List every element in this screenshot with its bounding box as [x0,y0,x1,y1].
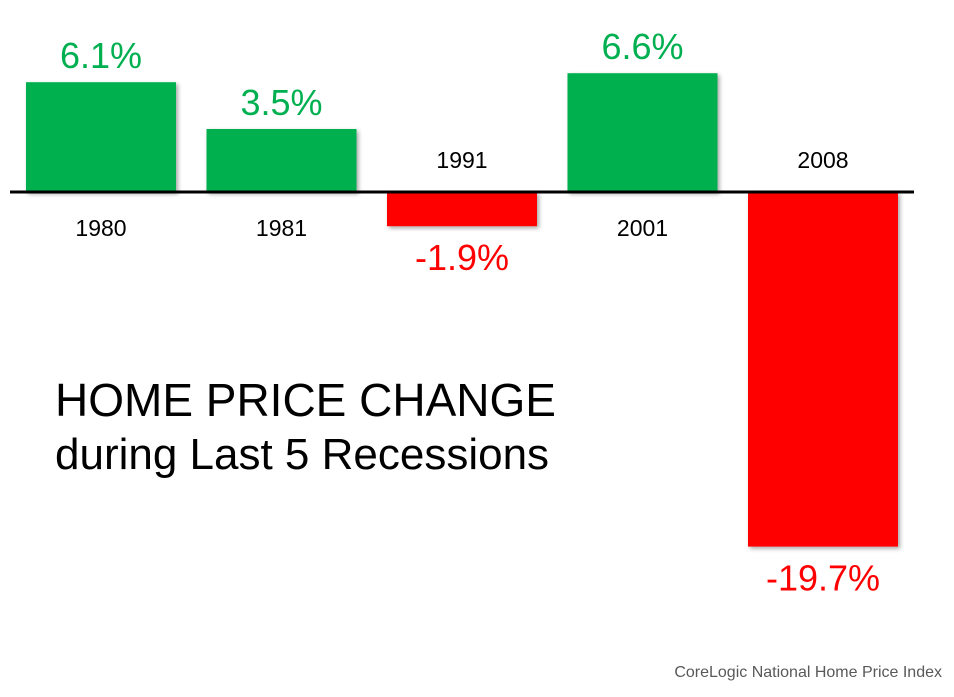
category-label-1980: 1980 [75,215,126,241]
chart-title: HOME PRICE CHANGE during Last 5 Recessio… [55,372,556,482]
source-note: CoreLogic National Home Price Index [674,664,942,681]
bar-1980 [26,82,176,192]
bar-1981 [206,129,357,192]
bar-2001 [567,73,718,192]
category-label-1991: 1991 [436,147,487,173]
value-label-1991: -1.9% [415,237,509,278]
value-label-2001: 6.6% [601,26,683,67]
chart-title-line2: during Last 5 Recessions [55,430,550,480]
bar-1991 [387,192,537,227]
labels-group: 6.1% 1980 3.5% 1981 -1.9% 1991 6.6% 2001 -19.7% 2… [60,26,880,598]
bar-2008 [748,192,898,547]
bars-group [26,73,898,547]
value-label-1980: 6.1% [60,35,142,76]
chart-title-line1: HOME PRICE CHANGE [55,374,556,426]
category-label-2001: 2001 [617,215,668,241]
category-label-1981: 1981 [256,215,307,241]
value-label-2008: -19.7% [766,558,880,599]
value-label-1981: 3.5% [240,82,322,123]
category-label-2008: 2008 [797,147,848,173]
